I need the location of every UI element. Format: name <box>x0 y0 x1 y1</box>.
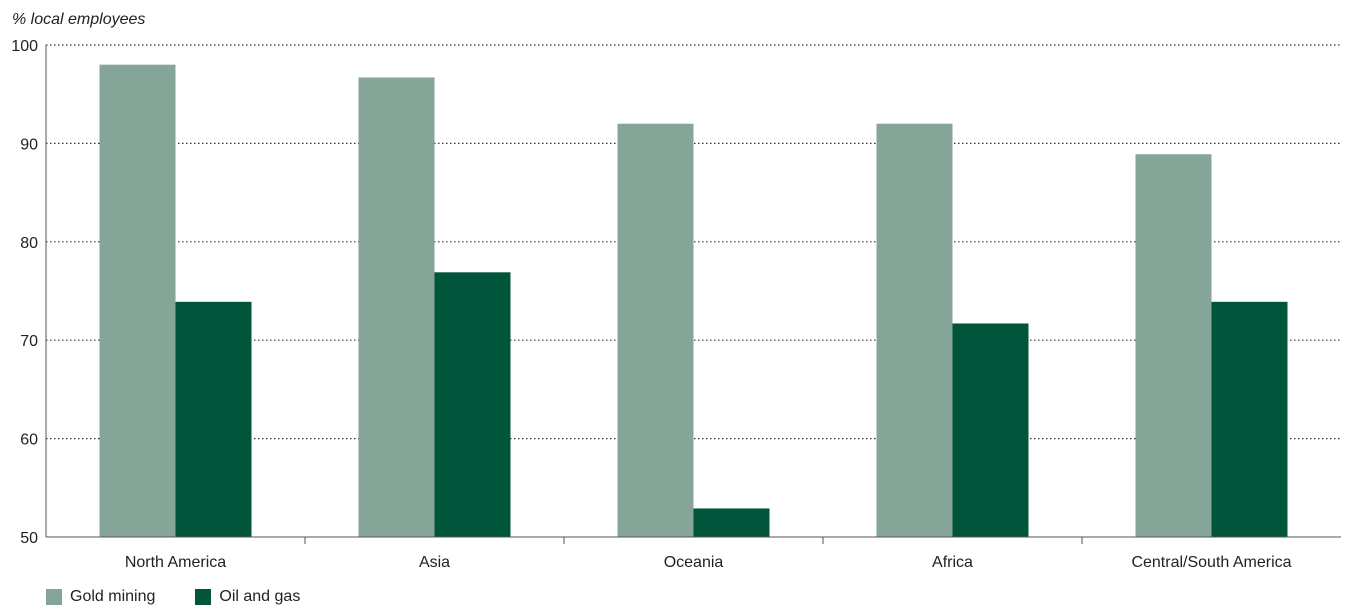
legend-swatch-gold-mining <box>46 589 62 605</box>
y-tick-label-100: 100 <box>11 38 38 55</box>
y-tick-label-70: 70 <box>20 333 38 350</box>
legend-swatch-oil-and-gas <box>195 589 212 605</box>
bar-oil-and-gas-oceania <box>693 508 770 537</box>
legend: Gold mining Oil and gas <box>46 589 340 605</box>
bar-oil-and-gas-asia <box>434 272 511 537</box>
bar-gold-mining-africa <box>876 123 953 537</box>
bar-oil-and-gas-north-america <box>175 301 252 537</box>
bar-gold-mining-north-america <box>99 64 176 538</box>
y-tick-label-80: 80 <box>20 235 38 252</box>
y-axis-label: % local employees <box>12 11 145 28</box>
x-tick-label-north-america: North America <box>125 554 226 571</box>
bar-gold-mining-asia <box>358 77 435 538</box>
legend-item-gold-mining: Gold mining <box>46 589 155 605</box>
x-tick-label-africa: Africa <box>932 554 973 571</box>
y-tick-label-90: 90 <box>20 136 38 153</box>
bar-gold-mining-oceania <box>617 123 694 537</box>
bar-gold-mining-central-south-america <box>1135 154 1212 537</box>
x-tick-label-asia: Asia <box>419 554 450 571</box>
legend-item-oil-and-gas: Oil and gas <box>195 589 300 605</box>
axes: 50 60 70 80 90 100 North America Asia Oceania Afr… <box>11 38 1341 571</box>
bar-oil-and-gas-africa <box>952 323 1029 537</box>
legend-label-oil-and-gas: Oil and gas <box>219 588 301 605</box>
y-tick-label-50: 50 <box>20 530 38 547</box>
bars <box>99 64 1288 538</box>
bar-oil-and-gas-central-south-america <box>1211 301 1288 537</box>
x-tick-label-central-south-america: Central/South America <box>1131 554 1291 571</box>
x-tick-label-oceania: Oceania <box>664 554 724 571</box>
bar-chart: % local employees 50 60 70 80 90 100 North Ame… <box>11 11 1341 571</box>
legend-label-gold-mining: Gold mining <box>70 588 156 605</box>
y-tick-label-60: 60 <box>20 432 38 449</box>
